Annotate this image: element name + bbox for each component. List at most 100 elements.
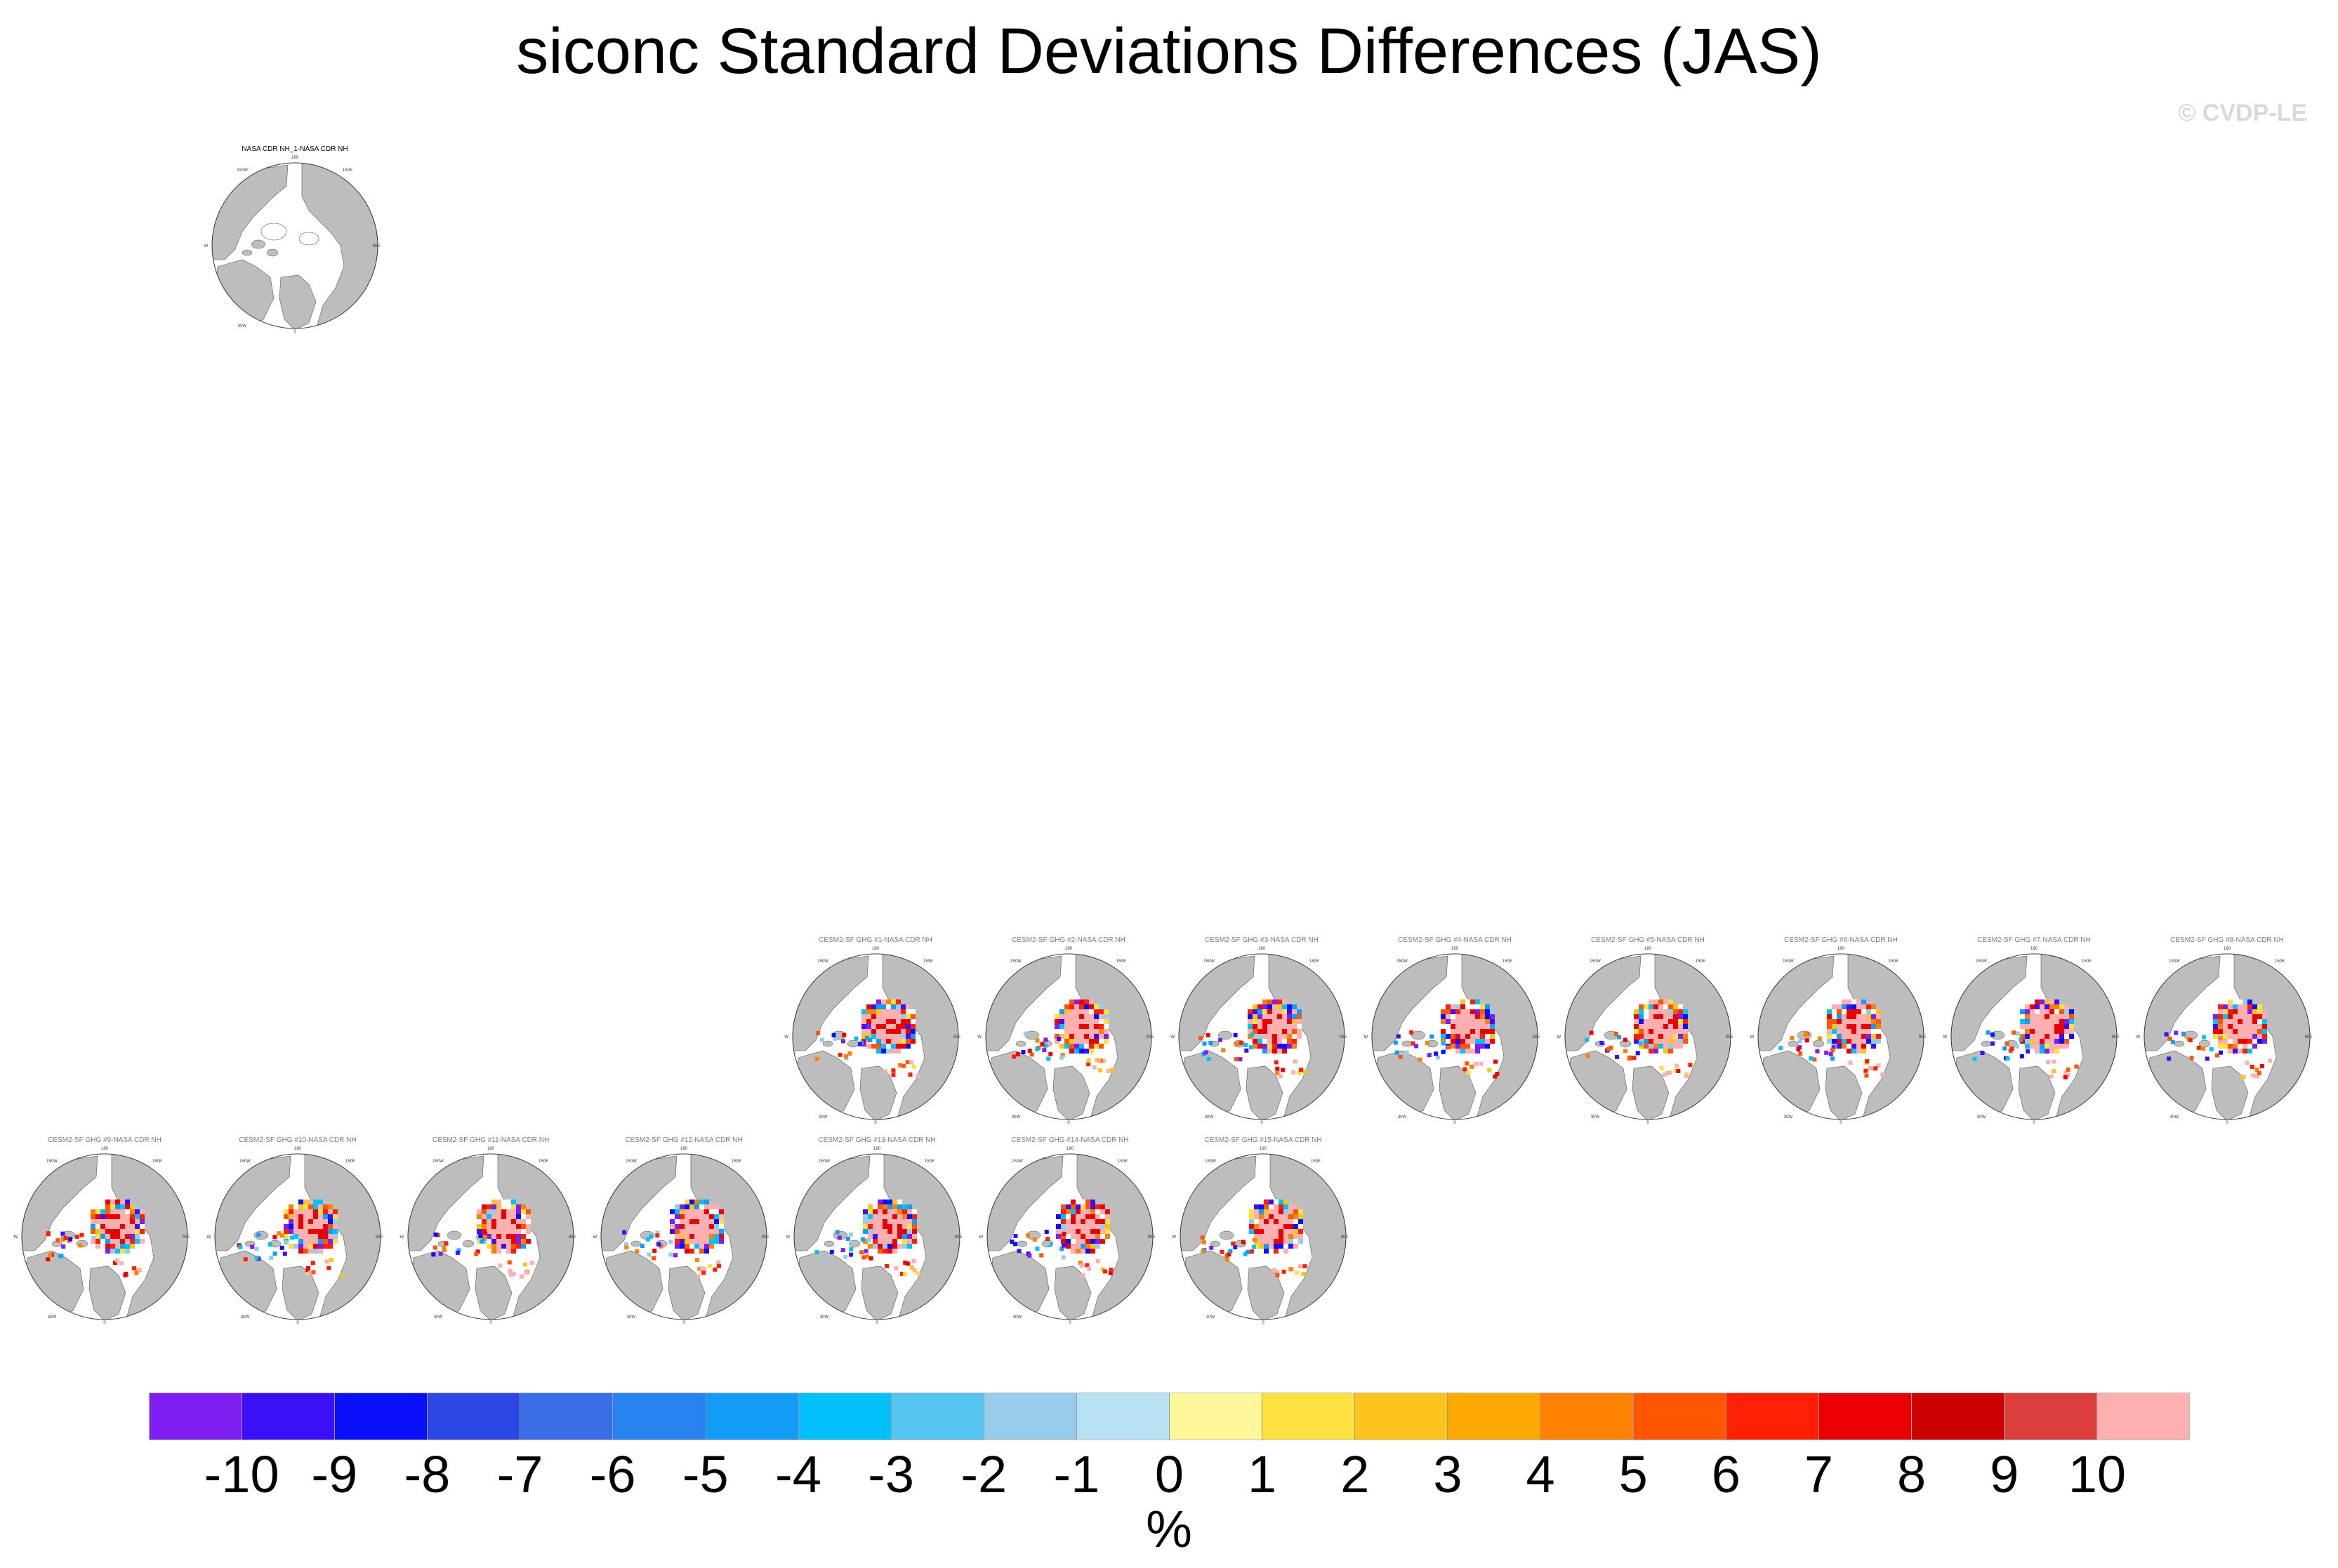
- polar-map: 180 150W 150E 90W 90E 30W 0: [399, 1147, 576, 1325]
- colorbar-swatch: [1726, 1393, 1819, 1440]
- polar-map: 180 150W 150E 90W 90E 30W 0: [206, 1147, 383, 1325]
- map-lon-label: 180: [1065, 947, 1073, 951]
- panel-title: NASA CDR NH_1-NASA CDR NH: [242, 145, 348, 153]
- map-panel: CESM2-SF GHG #6-NASA CDR NH 180 150W 150E 90…: [1750, 936, 1932, 1125]
- map-lon-label: 30W: [2170, 1115, 2179, 1119]
- map-lon-label: 0: [1453, 1121, 1456, 1125]
- colorbar-swatch: [1076, 1393, 1170, 1440]
- map-lon-label: 150W: [2169, 959, 2180, 964]
- colorbar-swatch: [1355, 1393, 1448, 1440]
- map-lon-label: 30W: [1398, 1115, 1407, 1119]
- map-lon-label: 90E: [1147, 1035, 1154, 1039]
- map-lon-label: 0: [293, 330, 296, 334]
- map-lon-label: 30W: [238, 324, 247, 328]
- map-lon-label: 90E: [373, 244, 381, 248]
- map-lon-label: 90E: [1340, 1035, 1347, 1039]
- colorbar-swatch: [1540, 1393, 1634, 1440]
- colorbar-swatch: [1170, 1393, 1263, 1440]
- map-lon-label: 150E: [1502, 959, 1512, 964]
- map-lon-label: 90W: [399, 1235, 404, 1240]
- map-lon-label: 150W: [237, 168, 248, 173]
- map-lon-label: 180: [1260, 1147, 1267, 1151]
- map-lon-label: 90W: [13, 1235, 18, 1240]
- colorbar-swatch: [613, 1393, 706, 1440]
- map-lon-label: 30W: [1205, 1115, 1214, 1119]
- map-lon-label: 90E: [762, 1235, 770, 1240]
- colorbar-tick-label: -10: [204, 1445, 279, 1503]
- panel-title: CESM2-SF GHG #2-NASA CDR NH: [1012, 936, 1125, 944]
- map-lon-label: 150W: [1396, 959, 1408, 964]
- panel-title: CESM2-SF GHG #14-NASA CDR NH: [1011, 1136, 1129, 1144]
- map-lon-label: 0: [103, 1321, 106, 1325]
- map-lon-label: 0: [1262, 1321, 1264, 1325]
- map-lon-label: 150W: [432, 1160, 444, 1164]
- map-lon-label: 90W: [784, 1035, 789, 1039]
- map-lon-label: 30W: [434, 1315, 443, 1320]
- colorbar-swatch: [2004, 1393, 2097, 1440]
- map-lon-label: 90W: [1172, 1235, 1177, 1240]
- map-lon-label: 150W: [1010, 959, 1022, 964]
- map-lon-label: 150E: [925, 1160, 934, 1164]
- map-panel: CESM2-SF GHG #1-NASA CDR NH 180 150W 150E 90…: [784, 936, 967, 1125]
- map-lon-label: 150E: [345, 1160, 355, 1164]
- panel-title: CESM2-SF GHG #4-NASA CDR NH: [1398, 936, 1512, 944]
- map-lon-label: 30W: [1591, 1115, 1600, 1119]
- colorbar-tick-label: 1: [1248, 1445, 1277, 1503]
- colorbar-swatch: [1262, 1393, 1356, 1440]
- colorbar-tick-label: -7: [496, 1445, 543, 1503]
- colorbar-units: %: [1146, 1500, 1192, 1558]
- map-lon-label: 30W: [1013, 1315, 1022, 1320]
- map-lon-label: 150W: [1783, 959, 1794, 964]
- colorbar-swatch: [1818, 1393, 1912, 1440]
- map-lon-label: 90W: [204, 244, 209, 248]
- map-lon-label: 150E: [1116, 959, 1126, 964]
- colorbar-swatch: [1633, 1393, 1726, 1440]
- map-lon-label: 30W: [1977, 1115, 1986, 1119]
- map-lon-label: 150W: [817, 959, 828, 964]
- map-panel: CESM2-SF GHG #8-NASA CDR NH 180 150W 150E 90…: [2136, 936, 2318, 1125]
- colorbar-tick-label: -9: [311, 1445, 358, 1503]
- colorbar-swatch: [428, 1393, 521, 1440]
- polar-map: 180 150W 150E 90W 90E 30W 0: [13, 1147, 190, 1325]
- map-lon-label: 90E: [569, 1235, 576, 1240]
- map-lon-label: 180: [294, 1147, 302, 1151]
- map-lon-label: 180: [101, 1147, 109, 1151]
- panel-title: CESM2-SF GHG #13-NASA CDR NH: [818, 1136, 936, 1144]
- colorbar-tick-label: -5: [682, 1445, 729, 1503]
- colorbar-swatch: [984, 1393, 1077, 1440]
- colorbar-swatch: [798, 1393, 892, 1440]
- map-lon-label: 90E: [1533, 1035, 1540, 1039]
- map-lon-label: 150E: [1311, 1160, 1321, 1164]
- map-lon-label: 90W: [786, 1235, 791, 1240]
- map-lon-label: 90W: [979, 1235, 984, 1240]
- map-lon-label: 90E: [1726, 1035, 1733, 1039]
- colorbar-tick-label: 4: [1526, 1445, 1555, 1503]
- map-lon-label: 0: [489, 1321, 492, 1325]
- map-lon-label: 180: [2224, 947, 2231, 951]
- colorbar-swatch: [242, 1393, 336, 1440]
- colorbar: [149, 1393, 2190, 1440]
- map-lon-label: 150E: [343, 168, 352, 173]
- colorbar-tick-label: 3: [1433, 1445, 1462, 1503]
- map-lon-label: 150W: [1976, 959, 1987, 964]
- map-lon-label: 30W: [819, 1115, 828, 1119]
- colorbar-tick-label: -4: [775, 1445, 821, 1503]
- map-lon-label: 90W: [1943, 1035, 1948, 1039]
- map-lon-label: 180: [872, 947, 880, 951]
- map-lon-label: 90W: [1363, 1035, 1368, 1039]
- map-lon-label: 30W: [241, 1315, 250, 1320]
- map-lon-label: 90W: [1750, 1035, 1755, 1039]
- map-panel: CESM2-SF GHG #11-NASA CDR NH 180 150W 150E 9…: [399, 1136, 582, 1325]
- map-lon-label: 150W: [46, 1160, 58, 1164]
- map-lon-label: 30W: [820, 1315, 829, 1320]
- polar-map: 180 150W 150E 90W 90E 30W 0: [2136, 947, 2312, 1125]
- map-lon-label: 90E: [1341, 1235, 1349, 1240]
- map-lon-label: 150E: [152, 1160, 162, 1164]
- map-lon-label: 0: [1067, 1121, 1070, 1125]
- map-lon-label: 90W: [206, 1235, 211, 1240]
- map-lon-label: 90W: [1170, 1035, 1175, 1039]
- map-lon-label: 150E: [1309, 959, 1319, 964]
- map-lon-label: 0: [1260, 1121, 1263, 1125]
- map-lon-label: 0: [874, 1121, 877, 1125]
- map-lon-label: 0: [296, 1321, 299, 1325]
